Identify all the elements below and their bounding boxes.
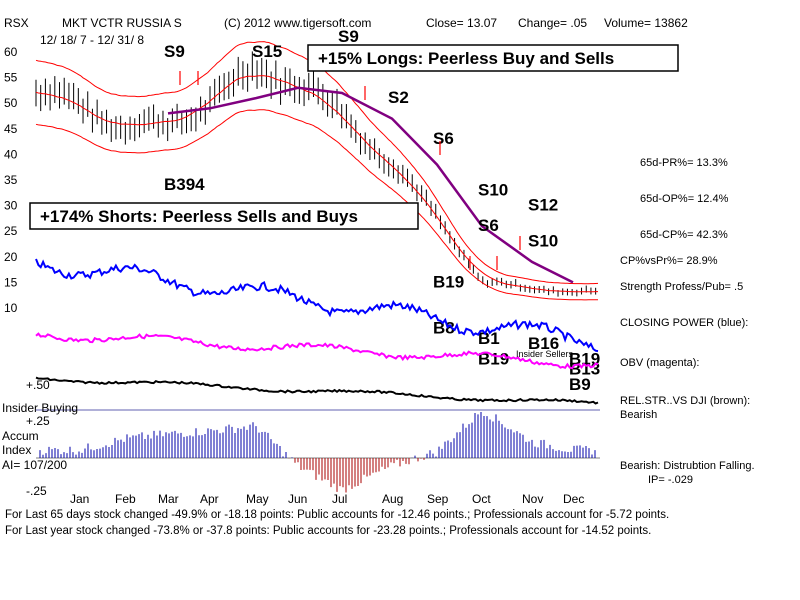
signal-label: S15 xyxy=(252,42,282,61)
signal-label: B16 xyxy=(528,334,559,353)
y-tick-label: 60 xyxy=(4,45,18,59)
y-tick-label: 55 xyxy=(4,71,18,85)
month-label: Dec xyxy=(563,492,584,506)
merged-signal-text: Insider Sellers xyxy=(516,349,574,359)
y-tick-label: 25 xyxy=(4,224,18,238)
signal-label: S12 xyxy=(528,196,558,215)
change-value: Change= .05 xyxy=(518,16,587,30)
closing-power-line xyxy=(35,258,599,353)
x-axis-months: Jan Feb Mar Apr May Jun Jul Aug Sep Oct Nov Dec xyxy=(70,492,584,506)
month-label: Oct xyxy=(472,492,491,506)
ai-label: AI= 107/200 xyxy=(2,458,67,472)
op-stat: 65d-OP%= 12.4% xyxy=(640,193,729,205)
accum-label: Accum xyxy=(2,429,39,443)
month-label: Sep xyxy=(427,492,449,506)
relstr-value: Bearish xyxy=(620,409,657,421)
shorts-box-text: +174% Shorts: Peerless Sells and Buys xyxy=(40,207,358,226)
signal-label: B19 xyxy=(478,349,509,368)
month-label: Jul xyxy=(332,492,347,506)
y-tick-label: 10 xyxy=(4,301,18,315)
cp-stat: 65d-CP%= 42.3% xyxy=(640,229,728,241)
shorts-box xyxy=(29,202,419,230)
strength-stat: Strength Profess/Pub= .5 xyxy=(620,281,743,293)
signal-label: S9 xyxy=(338,27,359,46)
signal-label: S10 xyxy=(478,180,508,199)
copyright-text: (C) 2012 www.tigersoft.com xyxy=(224,16,371,30)
relstr-legend: REL.STR..VS DJI (brown): xyxy=(620,395,750,407)
y-tick-label: 30 xyxy=(4,199,18,213)
index-label: Index xyxy=(2,443,31,457)
footer-line-1: For Last 65 days stock changed -49.9% or… xyxy=(5,509,669,521)
month-label: Apr xyxy=(200,492,219,506)
minus25-label: -.25 xyxy=(26,484,47,498)
month-label: Mar xyxy=(158,492,179,506)
volume-value: Volume= 13862 xyxy=(604,16,688,30)
longs-box xyxy=(307,44,679,72)
signal-label: S2 xyxy=(388,88,409,107)
month-label: Aug xyxy=(382,492,403,506)
pr-stat: 65d-PR%= 13.3% xyxy=(640,157,728,169)
insider-label: Insider Buying xyxy=(2,401,78,415)
signal-label: B1 xyxy=(478,329,500,348)
month-label: Jun xyxy=(288,492,307,506)
relstr-line xyxy=(35,376,599,405)
obv-line xyxy=(35,332,599,370)
close-value: Close= 13.07 xyxy=(426,16,497,30)
month-label: Feb xyxy=(115,492,136,506)
middle-band xyxy=(35,75,598,293)
lower-band xyxy=(35,109,598,301)
y-tick-label: 45 xyxy=(4,122,18,136)
indicator-layer xyxy=(35,258,600,493)
plus50-label: +.50 xyxy=(26,378,50,392)
price-layer: S9 S15 S9 S2 B394 S6 S10 S12 S6 S10 B19 B8 B1 B16 B19 B… xyxy=(35,27,600,394)
cpvspr-stat: CP%vsPr%= 28.9% xyxy=(620,255,718,267)
month-label: May xyxy=(246,492,269,506)
y-axis-ticks: 60 55 50 45 40 35 30 25 20 15 10 xyxy=(4,45,18,315)
signal-label: S6 xyxy=(478,216,499,235)
signal-label: B19 xyxy=(569,349,600,368)
signal-label: S6 xyxy=(433,129,454,148)
symbol-label: RSX xyxy=(4,16,29,30)
closing-power-legend: CLOSING POWER (blue): xyxy=(620,317,748,329)
obv-legend: OBV (magenta): xyxy=(620,357,699,369)
signal-label: B394 xyxy=(164,175,205,194)
plus25-label: +.25 xyxy=(26,414,50,428)
signal-label: S10 xyxy=(528,232,558,251)
ip-value: IP= -.029 xyxy=(648,474,693,486)
month-label: Jan xyxy=(70,492,89,506)
moving-average-line xyxy=(167,86,574,284)
signal-label: B8 xyxy=(433,319,455,338)
y-tick-label: 50 xyxy=(4,96,18,110)
signal-label: B19 xyxy=(433,273,464,292)
y-tick-label: 35 xyxy=(4,173,18,187)
y-tick-label: 20 xyxy=(4,250,18,264)
month-label: Nov xyxy=(522,492,543,506)
footer-line-2: For Last year stock changed -73.8% or -3… xyxy=(5,525,651,537)
distribution-text: Bearish: Distrubtion Falling. xyxy=(620,460,755,472)
stock-name: MKT VCTR RUSSIA S xyxy=(62,16,182,30)
date-range: 12/ 18/ 7 - 12/ 31/ 8 xyxy=(40,33,144,47)
y-tick-label: 40 xyxy=(4,147,18,161)
signal-label: S9 xyxy=(164,42,185,61)
signal-label: B9 xyxy=(569,375,591,394)
longs-box-text: +15% Longs: Peerless Buy and Sells xyxy=(318,49,614,68)
y-tick-label: 15 xyxy=(4,275,18,289)
